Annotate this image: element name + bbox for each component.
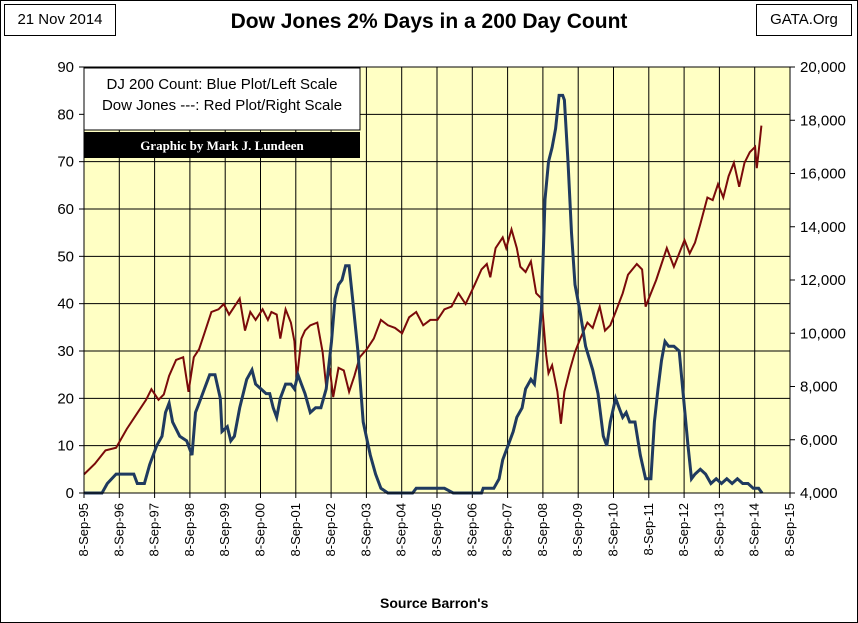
x-tick-label: 8-Sep-06 — [464, 503, 479, 556]
right-tick-label: 14,000 — [800, 219, 846, 236]
x-tick-label: 8-Sep-02 — [323, 503, 338, 556]
x-tick-label: 8-Sep-97 — [147, 503, 162, 556]
grid-lines — [83, 66, 791, 494]
left-tick-label: 10 — [57, 438, 74, 455]
x-tick-label: 8-Sep-95 — [76, 503, 91, 556]
right-axis: 4,000 6,000 8,000 10,000 12,000 14,000 16,000 1… — [790, 59, 846, 502]
left-tick-label: 80 — [57, 106, 74, 123]
x-axis-label: Source Barron's — [380, 595, 489, 611]
right-tick-label: 12,000 — [800, 272, 846, 289]
left-tick-label: 70 — [57, 154, 74, 171]
legend-line-2: Dow Jones ---: Red Plot/Right Scale — [102, 97, 342, 114]
left-tick-label: 20 — [57, 390, 74, 407]
x-tick-label: 8-Sep-08 — [535, 503, 550, 556]
x-tick-label: 8-Sep-15 — [782, 503, 797, 556]
right-tick-label: 16,000 — [800, 166, 846, 183]
x-tick-label: 8-Sep-03 — [358, 503, 373, 556]
x-tick-label: 8-Sep-09 — [570, 503, 585, 556]
x-tick-label: 8-Sep-12 — [676, 503, 691, 556]
x-tick-label: 8-Sep-13 — [711, 503, 726, 556]
dow-jones-series-line — [83, 125, 763, 476]
left-axis: 0 10 20 30 40 50 60 70 80 90 — [57, 59, 84, 502]
x-tick-label: 8-Sep-99 — [217, 503, 232, 556]
legend: DJ 200 Count: Blue Plot/Left Scale Dow J… — [83, 67, 361, 158]
right-tick-label: 10,000 — [800, 325, 846, 342]
right-tick-label: 4,000 — [800, 485, 838, 502]
x-axis: 8-Sep-95 8-Sep-96 8-Sep-97 8-Sep-98 8-Sep-99… — [76, 493, 797, 556]
legend-box — [83, 67, 361, 131]
left-tick-label: 40 — [57, 296, 74, 313]
right-tick-label: 8,000 — [800, 379, 838, 396]
left-tick-label: 0 — [66, 485, 74, 502]
x-tick-label: 8-Sep-10 — [606, 503, 621, 556]
x-tick-label: 8-Sep-01 — [288, 503, 303, 556]
left-tick-label: 30 — [57, 343, 74, 360]
date-tag: 21 Nov 2014 — [4, 4, 116, 36]
x-tick-label: 8-Sep-04 — [394, 503, 409, 556]
source-tag: GATA.Org — [756, 4, 852, 36]
x-tick-label: 8-Sep-96 — [111, 503, 126, 556]
x-tick-label: 8-Sep-98 — [182, 503, 197, 556]
right-tick-label: 20,000 — [800, 59, 846, 76]
legend-line-1: DJ 200 Count: Blue Plot/Left Scale — [107, 76, 338, 93]
left-tick-label: 50 — [57, 248, 74, 265]
x-tick-label: 8-Sep-14 — [747, 503, 762, 556]
x-tick-label: 8-Sep-07 — [500, 503, 515, 556]
chart-title: Dow Jones 2% Days in a 200 Day Count — [230, 10, 628, 33]
left-tick-label: 60 — [57, 201, 74, 218]
credit-banner — [84, 132, 360, 158]
right-tick-label: 18,000 — [800, 112, 846, 129]
right-tick-label: 6,000 — [800, 432, 838, 449]
plot-border — [83, 66, 791, 494]
x-tick-label: 8-Sep-05 — [429, 503, 444, 556]
x-tick-label: 8-Sep-00 — [253, 503, 268, 556]
credit-text: Graphic by Mark J. Lundeen — [140, 138, 304, 153]
x-tick-label: 8-Sep-11 — [641, 503, 656, 556]
left-tick-label: 90 — [57, 59, 74, 76]
